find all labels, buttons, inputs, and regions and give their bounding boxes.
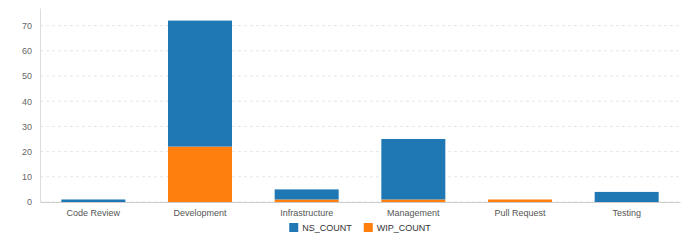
bar: [488, 199, 552, 200]
y-tick: 50: [22, 71, 40, 81]
grid-line: [40, 101, 680, 102]
x-tick-label: Infrastructure: [280, 208, 333, 218]
grid-line: [40, 25, 680, 26]
grid-line: [40, 176, 680, 177]
x-tick: Testing: [612, 202, 641, 218]
legend-label: NS_COUNT: [302, 223, 352, 233]
y-tick-label: 50: [22, 71, 32, 81]
bar: [168, 147, 232, 202]
y-tick: 20: [22, 147, 40, 157]
bar: [488, 199, 552, 202]
bar: [595, 192, 659, 202]
series: [168, 147, 552, 202]
bars: [61, 21, 658, 202]
grid: [40, 26, 680, 202]
y-tick-label: 70: [22, 21, 32, 31]
legend-label: WIP_COUNT: [377, 223, 432, 233]
x-tick: Management: [387, 202, 440, 218]
y-tick-label: 20: [22, 147, 32, 157]
y-axis-line: [40, 9, 41, 203]
y-tick: 40: [22, 97, 40, 107]
legend: NS_COUNT WIP_COUNT: [289, 223, 431, 233]
y-tick: 60: [22, 46, 40, 56]
y-tick: 70: [22, 21, 40, 31]
y-tick-label: 60: [22, 46, 32, 56]
bar: [381, 139, 445, 199]
x-axis-line: [41, 202, 681, 203]
x-tick-label: Management: [387, 208, 440, 218]
y-tick-label: 0: [27, 197, 32, 207]
x-axis: Code Review Development Infrastructure Mana…: [41, 202, 681, 218]
y-tick-label: 10: [22, 172, 32, 182]
x-tick-label: Code Review: [67, 208, 121, 218]
bar: [275, 199, 339, 202]
bar: [168, 21, 232, 147]
legend-swatch: [364, 223, 373, 232]
grid-line: [40, 151, 680, 152]
y-tick: 30: [22, 122, 40, 132]
x-tick: Pull Request: [494, 202, 546, 218]
legend-item: NS_COUNT: [289, 223, 352, 233]
plot: 0 10 20 30 40 50 60 70 Code Review Development Inf…: [22, 9, 681, 219]
chart: 0 10 20 30 40 50 60 70 Code Review Development Inf…: [0, 0, 685, 235]
x-tick-label: Testing: [612, 208, 641, 218]
x-tick-label: Development: [173, 208, 227, 218]
legend-swatch: [289, 223, 298, 232]
y-tick-label: 30: [22, 122, 32, 132]
grid-line: [40, 76, 680, 77]
y-axis: 0 10 20 30 40 50 60 70: [22, 9, 41, 208]
x-tick-label: Pull Request: [494, 208, 546, 218]
legend-item: WIP_COUNT: [364, 223, 432, 233]
y-tick: 10: [22, 172, 40, 182]
series: [61, 21, 658, 202]
grid-line: [40, 50, 680, 51]
x-tick: Code Review: [67, 202, 121, 218]
grid-line: [40, 202, 680, 203]
bar: [381, 199, 445, 202]
bar: [61, 199, 125, 202]
y-tick-label: 40: [22, 97, 32, 107]
y-tick: 0: [27, 197, 40, 207]
x-tick: Development: [173, 202, 227, 218]
x-tick: Infrastructure: [280, 202, 333, 218]
bar: [275, 189, 339, 199]
grid-line: [40, 126, 680, 127]
